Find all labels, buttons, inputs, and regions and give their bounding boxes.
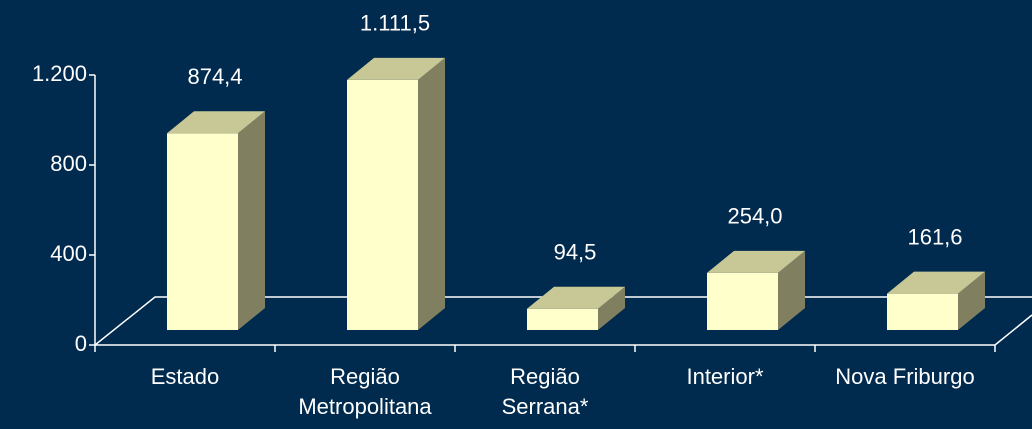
x-tick-label: Estado: [151, 364, 220, 389]
bar-front: [527, 308, 598, 330]
bar-front: [347, 79, 418, 330]
y-tick-label: 0: [75, 331, 87, 356]
bar-side: [598, 286, 625, 330]
x-tick-label: Região Metropolitana: [298, 364, 432, 419]
value-label: 254,0: [727, 204, 782, 229]
x-tick-label: Nova Friburgo: [835, 364, 974, 389]
bar-top: [527, 286, 625, 309]
floor-right: [994, 314, 1032, 346]
bar-front: [167, 133, 238, 330]
x-tick-label: Região Serrana*: [502, 364, 589, 419]
bar-top: [707, 250, 805, 273]
bar-side: [778, 250, 805, 330]
bar: [527, 286, 625, 330]
bar: [887, 271, 985, 330]
bar: [347, 57, 445, 330]
x-tick-label: Interior*: [686, 364, 763, 389]
y-tick-label: 800: [50, 151, 87, 176]
value-label: 1.111,5: [360, 11, 430, 36]
bar-front: [887, 293, 958, 330]
bar-top: [887, 271, 985, 294]
bar-top: [347, 57, 445, 80]
bar-side: [238, 111, 265, 330]
value-label: 874,4: [187, 64, 242, 89]
y-tick-label: 400: [50, 241, 87, 266]
value-label: 161,6: [907, 224, 962, 249]
bar-side: [418, 57, 445, 330]
value-label: 94,5: [554, 240, 597, 265]
bar-front: [707, 272, 778, 330]
y-tick-label: 1.200: [32, 61, 87, 86]
bar-top: [167, 111, 265, 134]
bar: [167, 111, 265, 330]
bar-side: [958, 271, 985, 330]
bar: [707, 250, 805, 330]
